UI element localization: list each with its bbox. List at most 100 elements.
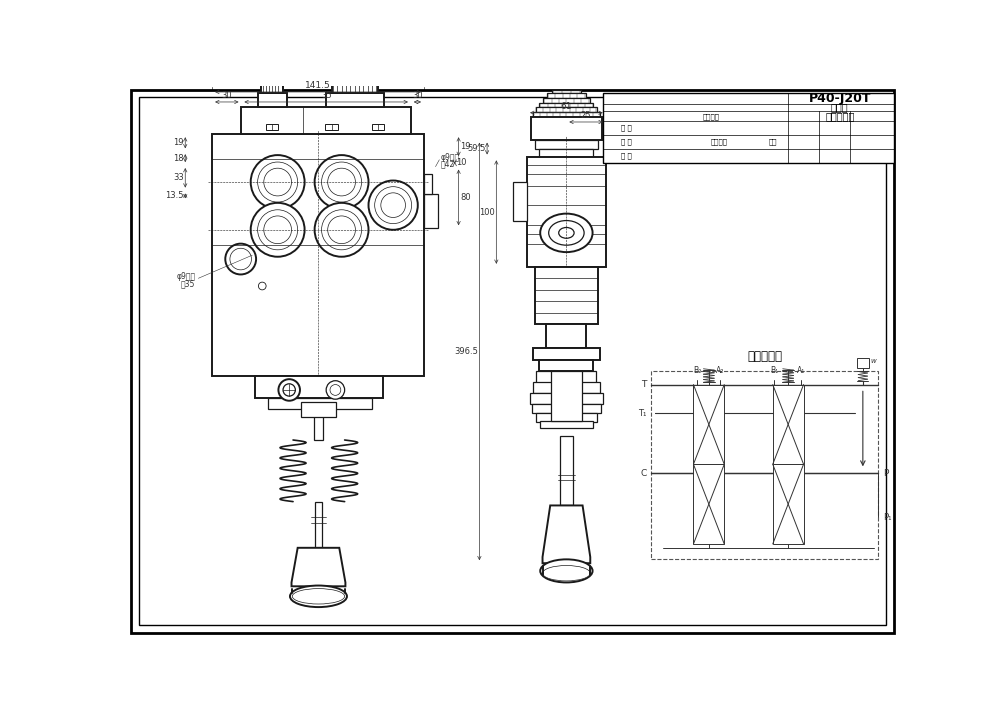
Text: 18: 18	[173, 154, 184, 163]
Bar	[693, 385, 724, 464]
Circle shape	[330, 385, 341, 395]
Bar	[314, 409, 323, 440]
Bar	[261, 78, 283, 94]
Bar	[536, 370, 596, 383]
Ellipse shape	[540, 559, 593, 583]
Text: w: w	[871, 358, 876, 364]
Polygon shape	[292, 548, 345, 586]
Text: B₁: B₁	[770, 366, 778, 375]
Bar	[372, 124, 384, 129]
Bar	[693, 464, 724, 544]
Ellipse shape	[292, 588, 345, 604]
Text: C: C	[640, 468, 646, 478]
Bar	[301, 402, 336, 417]
Bar	[533, 383, 600, 393]
Text: 35: 35	[321, 92, 331, 100]
Circle shape	[322, 162, 362, 202]
Bar	[539, 360, 593, 370]
Text: 高35: 高35	[181, 279, 195, 288]
Bar	[560, 436, 573, 506]
Bar	[535, 139, 598, 149]
Bar	[603, 94, 894, 163]
Text: 59.5: 59.5	[467, 144, 486, 153]
Bar	[539, 103, 593, 107]
Bar	[651, 370, 878, 559]
Bar	[536, 107, 597, 112]
Text: P₁: P₁	[883, 513, 891, 521]
Circle shape	[264, 216, 292, 244]
Bar	[530, 393, 603, 404]
Text: A₁: A₁	[797, 366, 805, 375]
Text: 10: 10	[456, 158, 467, 167]
Bar	[266, 124, 278, 129]
Bar	[773, 385, 804, 464]
Bar	[532, 404, 601, 413]
Text: 外形尺寸图: 外形尺寸图	[825, 112, 854, 122]
Circle shape	[381, 193, 405, 217]
Circle shape	[258, 209, 298, 250]
Circle shape	[258, 162, 298, 202]
Text: 审 核: 审 核	[621, 125, 632, 132]
Circle shape	[258, 282, 266, 290]
Text: T: T	[641, 380, 646, 389]
Bar	[268, 398, 372, 409]
Bar	[241, 107, 411, 134]
Text: 多路阀: 多路阀	[831, 102, 849, 112]
Bar	[773, 464, 804, 544]
Circle shape	[278, 379, 300, 400]
Text: 80: 80	[460, 193, 471, 202]
Polygon shape	[543, 506, 590, 563]
Text: 19: 19	[460, 142, 471, 151]
Text: 25: 25	[581, 112, 591, 120]
Text: 设 计: 设 计	[621, 152, 632, 159]
Bar	[531, 117, 602, 139]
Ellipse shape	[290, 586, 347, 607]
Bar	[547, 94, 586, 98]
Circle shape	[369, 180, 418, 230]
Text: 141.5: 141.5	[305, 82, 331, 90]
Bar	[258, 94, 287, 107]
Bar	[546, 325, 586, 347]
Text: 61: 61	[561, 102, 572, 112]
Circle shape	[251, 155, 305, 209]
Text: φ9需孔: φ9需孔	[441, 153, 460, 162]
Bar	[513, 182, 527, 220]
Bar	[543, 98, 590, 103]
Bar	[533, 347, 600, 360]
Bar	[325, 124, 338, 129]
Text: T₁: T₁	[638, 408, 646, 418]
Ellipse shape	[543, 566, 590, 581]
Bar	[551, 370, 582, 420]
Ellipse shape	[549, 220, 584, 245]
Text: 13.5: 13.5	[165, 192, 184, 200]
Text: 液压原理图: 液压原理图	[747, 350, 782, 363]
Bar	[533, 112, 600, 117]
Text: 高42: 高42	[441, 160, 455, 169]
Bar	[536, 413, 597, 423]
Text: φ9需孔: φ9需孔	[176, 272, 195, 281]
Bar	[527, 157, 606, 267]
Circle shape	[328, 216, 355, 244]
Ellipse shape	[540, 214, 593, 252]
Bar	[315, 502, 322, 548]
Bar	[540, 420, 593, 428]
Text: P40-J20T: P40-J20T	[808, 92, 871, 105]
Circle shape	[264, 168, 292, 196]
Text: 比例: 比例	[769, 139, 777, 145]
Circle shape	[328, 168, 355, 196]
Bar	[857, 358, 869, 368]
Circle shape	[315, 203, 369, 257]
Text: 30: 30	[222, 92, 232, 100]
Text: 33: 33	[173, 173, 184, 182]
Bar	[326, 94, 384, 107]
Text: B₂: B₂	[693, 366, 701, 375]
Text: 校 核: 校 核	[621, 139, 632, 145]
Text: 30: 30	[412, 92, 423, 100]
Circle shape	[375, 187, 412, 224]
Text: 19: 19	[173, 138, 184, 147]
Circle shape	[326, 380, 345, 399]
Text: P: P	[883, 468, 888, 478]
Text: 396.5: 396.5	[454, 347, 478, 356]
Circle shape	[225, 244, 256, 275]
Bar	[424, 174, 432, 194]
